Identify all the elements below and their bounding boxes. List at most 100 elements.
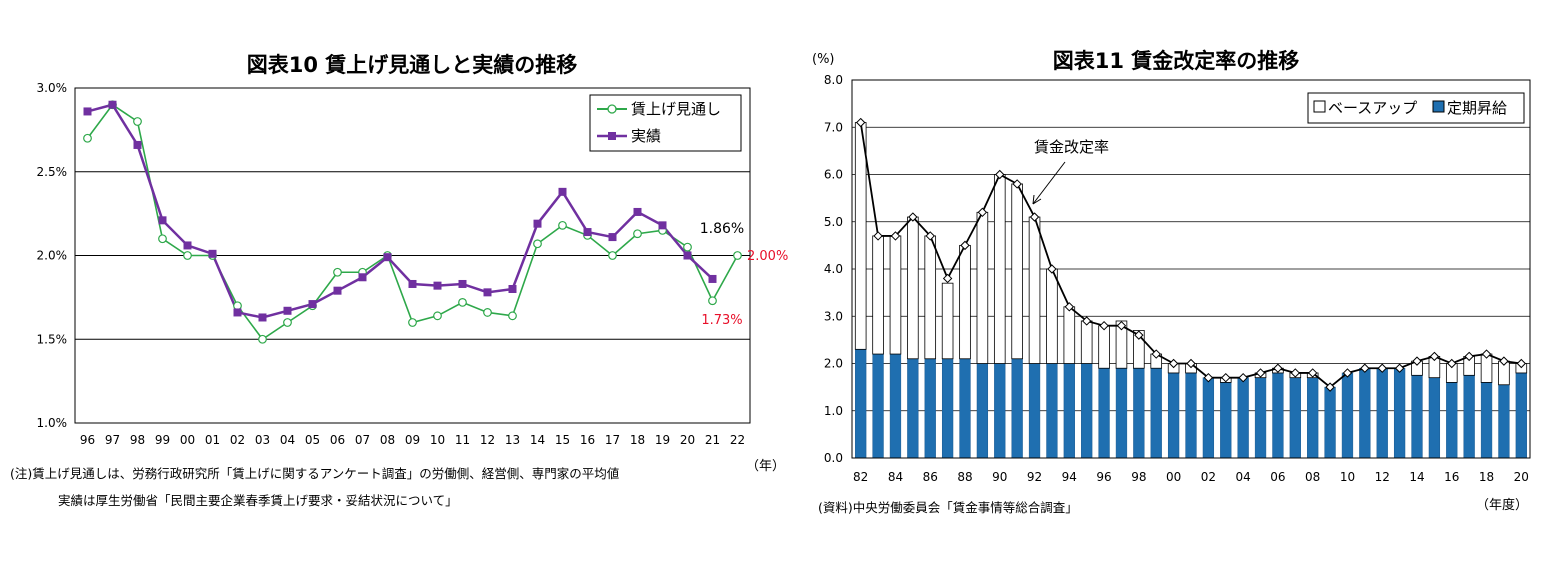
y-tick-labels: 1.0% 1.5% 2.0% 2.5% 3.0% xyxy=(37,81,68,430)
forecast-point xyxy=(408,318,417,327)
legend-box xyxy=(1307,92,1525,124)
bar-regular-raise xyxy=(1063,363,1075,459)
bar-base-up xyxy=(993,174,1006,364)
forecast-point xyxy=(158,234,167,244)
legend: 賃上げ見通し 実績 xyxy=(589,94,742,152)
revision-rate-line xyxy=(855,117,1527,392)
bar-base-up xyxy=(941,282,954,360)
x-tick-label: 88 xyxy=(957,470,972,484)
chart-wage-forecast-vs-actual: 図表10 賃上げ見通しと実績の推移 1.0% 1.5% 2.0% 2.5% 3.0% 9… xyxy=(10,53,788,508)
x-tick-label: 01 xyxy=(205,433,220,447)
forecast-point xyxy=(133,117,142,126)
forecast-point xyxy=(458,298,467,307)
revision-rate-point xyxy=(925,231,935,241)
legend-label-actual: 実績 xyxy=(631,127,661,145)
x-tick-label: 10 xyxy=(430,433,445,447)
revision-rate-point xyxy=(1412,356,1422,366)
x-axis-unit: （年度） xyxy=(1476,497,1528,513)
bar-regular-raise xyxy=(976,363,989,459)
forecast-point xyxy=(733,251,742,260)
actual-point xyxy=(533,219,542,228)
x-tick-label: 98 xyxy=(130,433,145,447)
bar-base-up xyxy=(959,244,971,360)
bar-regular-raise xyxy=(889,353,902,459)
x-tick-label: 11 xyxy=(455,433,470,447)
line-series-label-pointer xyxy=(1032,161,1066,205)
x-tick-label: 03 xyxy=(255,433,270,447)
revision-rate-point xyxy=(1081,316,1092,326)
bar-regular-raise xyxy=(1515,372,1527,459)
revision-rate-point xyxy=(1342,368,1353,378)
y-tick-label: 3.0 xyxy=(824,309,843,323)
legend-swatch-regular-raise xyxy=(1432,100,1445,113)
bar-regular-raise xyxy=(1289,377,1301,459)
revision-rate-point xyxy=(1099,320,1109,331)
bar-base-up xyxy=(1046,268,1058,364)
revision-rate-point xyxy=(942,273,953,284)
stacked-bars xyxy=(854,122,1528,459)
x-tick-label: 06 xyxy=(1270,470,1285,484)
legend-marker-actual xyxy=(608,132,616,140)
bar-regular-raise xyxy=(872,353,884,459)
x-tick-label: 20 xyxy=(1514,470,1529,484)
source-note: (資料)中央労働委員会「賃金事情等総合調査」 xyxy=(818,500,1078,515)
revision-rate-point xyxy=(1064,302,1075,312)
actual-point xyxy=(108,100,117,109)
bar-base-up xyxy=(854,122,867,350)
actual-point xyxy=(508,285,517,293)
x-tick-label: 17 xyxy=(605,433,620,447)
bar-regular-raise xyxy=(1446,382,1458,459)
legend-marker-forecast xyxy=(607,104,617,114)
y-tick-label: 6.0 xyxy=(824,168,843,182)
revision-rate-point xyxy=(1029,212,1040,222)
x-tick-label: 04 xyxy=(280,433,295,447)
bar-regular-raise xyxy=(1254,377,1267,459)
chart-wage-revision-rate: 図表11 賃金改定率の推移 (%) 0.0 1.0 2.0 3.0 4.0 5.0 6.0 7… xyxy=(812,49,1531,515)
revision-rate-point xyxy=(1238,372,1248,383)
x-tick-label: 21 xyxy=(705,433,720,447)
x-tick-label: 86 xyxy=(923,470,938,484)
forecast-point xyxy=(83,133,92,143)
bar-regular-raise xyxy=(1307,377,1319,459)
bar-base-up xyxy=(1098,325,1110,369)
x-tick-label: 08 xyxy=(1305,470,1320,484)
bar-regular-raise xyxy=(1411,375,1423,459)
actual-point xyxy=(583,228,592,237)
bar-regular-raise xyxy=(1341,372,1354,459)
legend: ベースアップ 定期昇給 xyxy=(1307,92,1525,124)
revision-rate-point xyxy=(1290,368,1301,378)
x-tick-label: 00 xyxy=(1166,470,1181,484)
x-tick-label: 96 xyxy=(1096,470,1111,484)
revision-rate-point xyxy=(1429,351,1440,362)
x-tick-label: 92 xyxy=(1027,470,1042,484)
plot-area xyxy=(851,79,1531,459)
actual-point xyxy=(408,279,417,288)
x-tick-label: 02 xyxy=(230,433,245,447)
revision-rate-point xyxy=(1273,363,1283,373)
actual-point xyxy=(433,281,442,290)
note-line-2: 実績は厚生労働省「民間主要企業春季賃上げ要求・妥結状況について」 xyxy=(58,493,458,508)
revision-rate-point xyxy=(1499,356,1509,366)
bar-regular-raise xyxy=(1202,377,1215,459)
forecast-point xyxy=(183,251,192,260)
revision-rate-point xyxy=(855,117,866,128)
actual-point xyxy=(258,313,267,322)
revision-rate-point xyxy=(1168,358,1179,369)
x-tick-label: 02 xyxy=(1201,470,1216,484)
bar-regular-raise xyxy=(855,349,867,459)
revision-rate-point xyxy=(1464,351,1474,362)
forecast-point xyxy=(233,301,242,311)
bar-base-up xyxy=(1080,320,1093,364)
x-tick-label: 14 xyxy=(1409,470,1424,484)
legend-box xyxy=(589,94,742,152)
bar-base-up xyxy=(976,211,989,364)
bar-regular-raise xyxy=(1324,386,1336,459)
x-tick-label: 99 xyxy=(155,433,170,447)
bar-base-up xyxy=(1133,330,1145,369)
y-tick-label: 8.0 xyxy=(824,73,843,87)
y-tick-label: 3.0% xyxy=(37,81,68,95)
revision-rate-point xyxy=(1134,330,1144,340)
revision-rate-point xyxy=(1516,358,1527,369)
note-line-1: (注)賃上げ見通しは、労務行政研究所「賃上げに関するアンケート調査」の労働側、経… xyxy=(10,466,619,481)
series-markers xyxy=(83,100,742,344)
